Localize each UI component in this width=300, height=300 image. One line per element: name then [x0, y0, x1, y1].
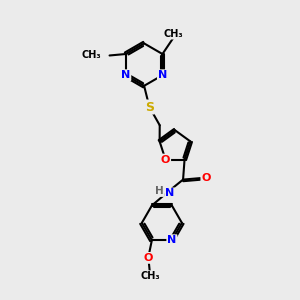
Text: N: N: [121, 70, 130, 80]
Text: H: H: [155, 186, 164, 196]
Text: N: N: [158, 70, 167, 80]
Text: CH₃: CH₃: [82, 50, 101, 61]
Text: O: O: [144, 253, 153, 263]
Text: N: N: [167, 235, 176, 245]
Text: CH₃: CH₃: [141, 271, 160, 281]
Text: CH₃: CH₃: [164, 29, 184, 39]
Text: O: O: [161, 154, 170, 165]
Text: O: O: [201, 173, 211, 183]
Text: S: S: [145, 100, 154, 113]
Text: N: N: [166, 188, 175, 198]
